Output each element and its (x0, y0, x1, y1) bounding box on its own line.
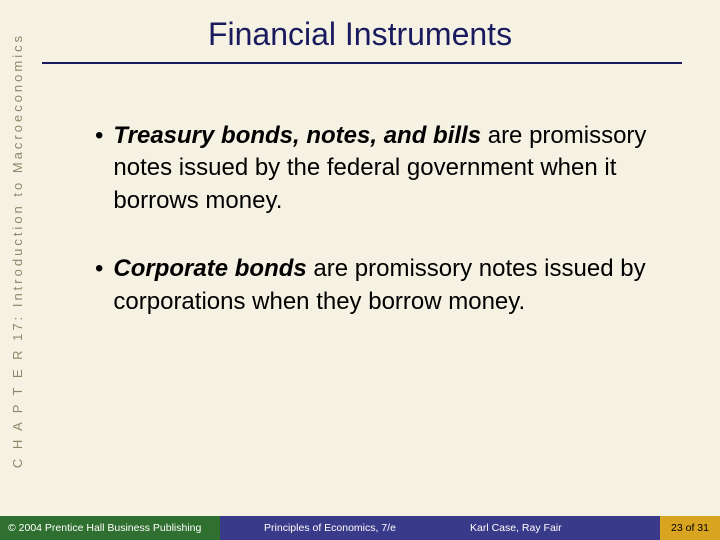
bullet-dot-icon: • (95, 120, 103, 217)
bullet-item: • Treasury bonds, notes, and bills are p… (95, 120, 650, 217)
bullet-lead: Treasury bonds, notes, and bills (113, 122, 481, 149)
chapter-sidebar-label: C H A P T E R 17: Introduction to Macroe… (11, 32, 26, 467)
title-underline (42, 62, 682, 64)
bullet-item: • Corporate bonds are promissory notes i… (95, 253, 650, 318)
bullet-lead: Corporate bonds (113, 255, 306, 282)
slide: C H A P T E R 17: Introduction to Macroe… (0, 0, 720, 540)
slide-footer: © 2004 Prentice Hall Business Publishing… (0, 516, 720, 540)
slide-title: Financial Instruments (0, 16, 720, 53)
bullet-text: Treasury bonds, notes, and bills are pro… (113, 120, 650, 217)
slide-body: • Treasury bonds, notes, and bills are p… (95, 120, 650, 354)
footer-authors: Karl Case, Ray Fair (440, 516, 660, 540)
bullet-dot-icon: • (95, 253, 103, 318)
footer-book-title: Principles of Economics, 7/e (220, 516, 440, 540)
bullet-text: Corporate bonds are promissory notes iss… (113, 253, 650, 318)
footer-copyright: © 2004 Prentice Hall Business Publishing (0, 516, 220, 540)
chapter-sidebar: C H A P T E R 17: Introduction to Macroe… (6, 50, 30, 450)
footer-page-number: 23 of 31 (660, 516, 720, 540)
